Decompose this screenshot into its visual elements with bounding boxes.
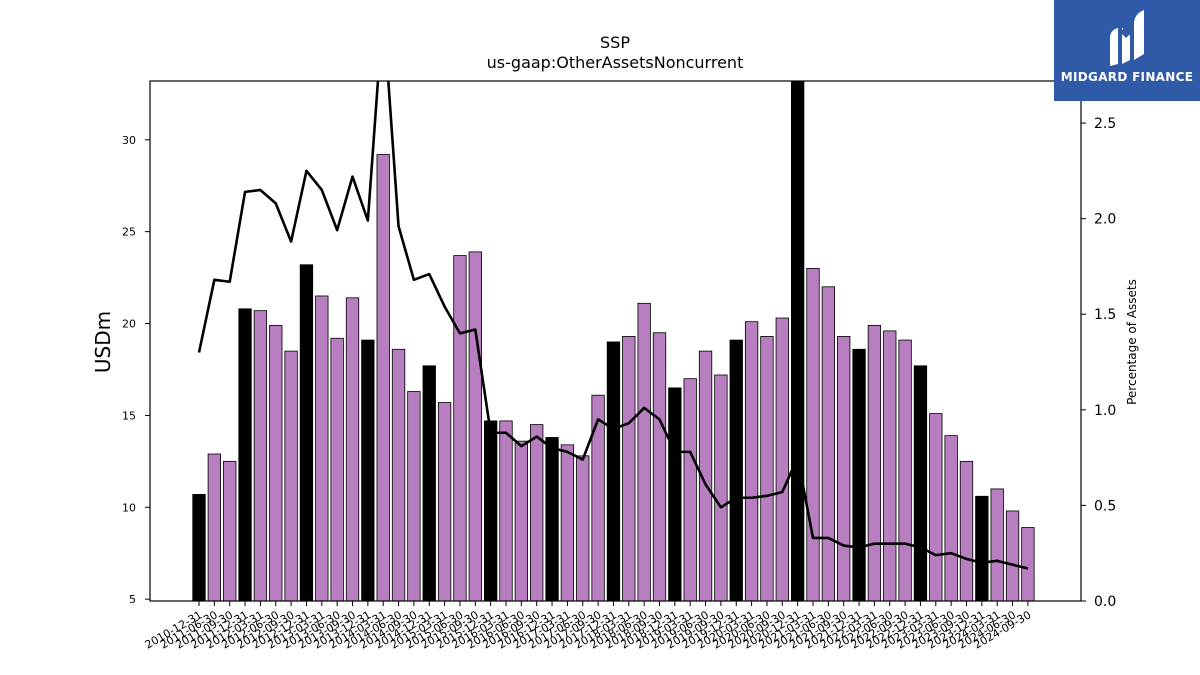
- bar-2022-06-30: [883, 330, 897, 601]
- bar-2016-03-31: [499, 420, 513, 601]
- bar-2024-03-31: [990, 488, 1004, 601]
- y2-tick-label: 0.5: [1094, 498, 1116, 514]
- y2-tick-label: 2.0: [1094, 212, 1116, 228]
- bar-2014-06-30: [391, 348, 406, 601]
- bar-2019-03-31: [683, 378, 697, 601]
- bar-2019-09-30: [714, 374, 728, 601]
- bar-2015-06-30: [453, 255, 467, 601]
- bar-2016-12-31: [545, 437, 559, 601]
- bar-2023-06-30: [944, 435, 958, 601]
- bar-2021-03-31: [806, 268, 820, 601]
- percentage-line: [197, 81, 1029, 570]
- y2-axis-label: Percentage of Assets: [1125, 279, 1139, 405]
- bar-2011-12-31: [238, 308, 252, 601]
- chart-title: SSP: [600, 33, 630, 52]
- y2-tick-label: 2.5: [1094, 116, 1116, 132]
- bar-2018-06-30: [637, 302, 651, 601]
- y-axis-label: USDm: [91, 311, 115, 373]
- bar-2011-09-30: [223, 460, 237, 601]
- plot-frame: [149, 80, 1082, 602]
- bar-2013-09-30: [345, 297, 360, 601]
- bar-2011-06-30: [207, 453, 222, 601]
- bar-2022-09-30: [898, 339, 912, 601]
- y-tick-label: 25: [122, 226, 136, 239]
- bar-2019-12-31: [729, 339, 743, 601]
- bar-2017-06-30: [576, 455, 590, 601]
- bar-2015-12-31: [483, 420, 498, 601]
- y-tick-label: 20: [122, 318, 136, 331]
- bar-2020-09-30: [775, 317, 789, 601]
- y-tick-label: 5: [129, 593, 136, 606]
- bar-2020-12-31: [791, 81, 805, 601]
- bar-2021-12-31: [852, 348, 866, 601]
- bar-2023-12-31: [975, 495, 989, 601]
- bar-2015-03-31: [437, 402, 452, 601]
- y2-tick-label: 1.0: [1094, 403, 1116, 419]
- y2-tick-label: 1.5: [1094, 307, 1116, 323]
- logo-text: MIDGARD FINANCE: [1060, 70, 1194, 84]
- bar-2017-09-30: [591, 394, 605, 601]
- y-tick-label: 10: [122, 501, 136, 514]
- bar-2014-09-30: [407, 391, 421, 601]
- bar-2023-03-31: [929, 413, 943, 601]
- y2-tick-label: 0.0: [1094, 594, 1116, 610]
- bar-2024-09-30: [1021, 527, 1035, 601]
- bar-2020-03-31: [744, 321, 759, 601]
- bar-2014-03-31: [376, 154, 390, 601]
- bar-2012-09-30: [284, 350, 298, 601]
- logo: MIDGARD FINANCE: [1054, 0, 1200, 101]
- bar-2017-03-31: [560, 444, 575, 601]
- bar-2017-12-31: [606, 341, 621, 601]
- bar-2022-12-31: [913, 365, 928, 601]
- bar-2013-12-31: [361, 339, 375, 601]
- bar-2024-06-30: [1005, 510, 1020, 601]
- bar-2015-09-30: [468, 251, 482, 601]
- bar-2013-03-31: [315, 295, 329, 601]
- bar-2012-03-31: [253, 310, 268, 601]
- y-tick-label: 15: [122, 409, 136, 422]
- bar-2021-06-30: [821, 286, 835, 601]
- bar-2022-03-31: [867, 324, 882, 601]
- bar-2016-06-30: [514, 440, 528, 601]
- bar-2021-09-30: [837, 336, 851, 601]
- bar-2020-06-30: [760, 336, 774, 601]
- bar-2018-09-30: [652, 332, 667, 601]
- logo-mark-icon: [1110, 10, 1144, 66]
- chart-subtitle: us-gaap:OtherAssetsNoncurrent: [487, 53, 744, 72]
- bar-2018-12-31: [668, 387, 682, 601]
- y-tick-label: 30: [122, 134, 136, 147]
- bar-2018-03-31: [622, 336, 636, 601]
- bar-2016-09-30: [530, 424, 544, 601]
- bar-2012-12-31: [299, 264, 314, 601]
- bar-2012-06-30: [269, 324, 283, 601]
- bar-2014-12-31: [422, 365, 436, 601]
- bar-2010-12-31: [192, 494, 206, 601]
- bar-2013-06-30: [330, 337, 344, 601]
- bar-2023-09-30: [959, 460, 974, 601]
- bar-series: [192, 81, 1035, 601]
- line-series: [197, 81, 1029, 570]
